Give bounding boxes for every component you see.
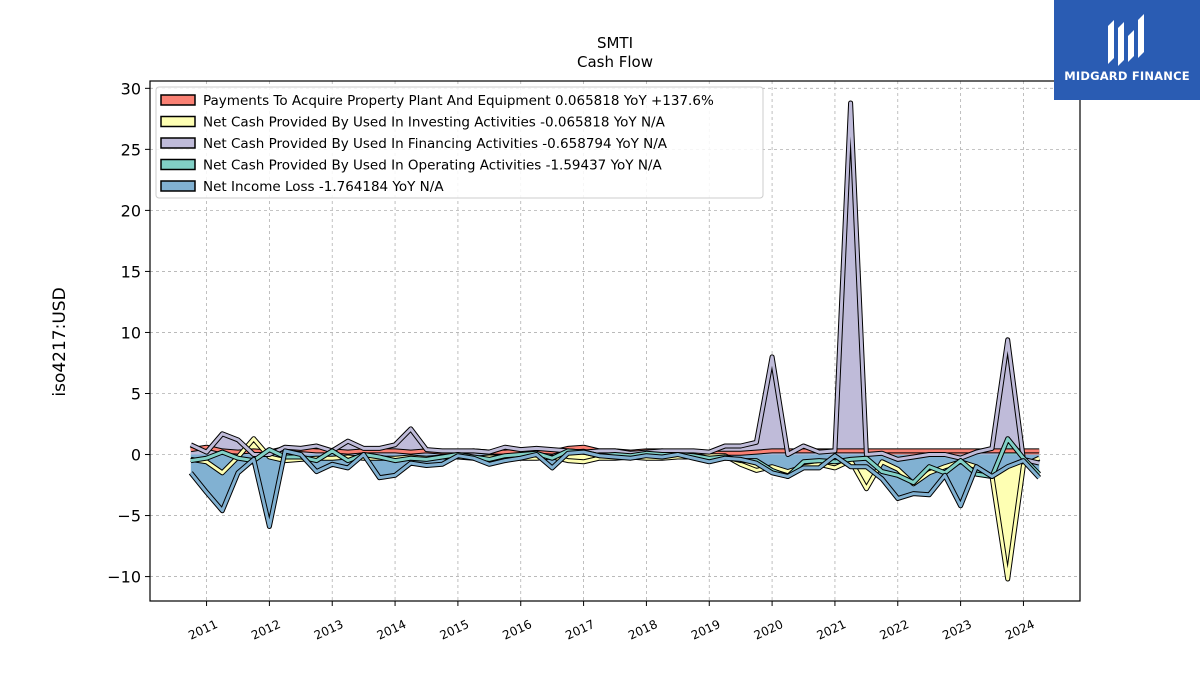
chart-title: SMTI — [597, 34, 633, 52]
x-tick-label: 2024 — [1003, 617, 1037, 643]
x-tick-label: 2019 — [689, 617, 723, 643]
legend-entry: Net Cash Provided By Used In Financing A… — [203, 136, 668, 152]
x-axis: 2011 2012 2013 2014 2015 2016 2017 2018 2019 2020… — [186, 601, 1037, 643]
x-tick-label: 2014 — [375, 617, 409, 643]
legend-entry: Net Cash Provided By Used In Operating A… — [203, 158, 662, 174]
y-tick-label: 5 — [131, 384, 141, 403]
x-tick-label: 2011 — [186, 617, 220, 643]
legend-entry: Net Income Loss -1.764184 YoY N/A — [203, 179, 444, 195]
midgard-logo-icon — [1108, 14, 1144, 66]
plot-frame — [149, 80, 1081, 602]
y-axis: −10 −5 0 5 10 15 20 25 30 — [107, 79, 150, 587]
x-tick-label: 2015 — [438, 617, 472, 643]
y-tick-label: 20 — [121, 201, 141, 220]
series-line — [189, 449, 1041, 528]
brand-name: MIDGARD FINANCE — [1064, 69, 1190, 83]
y-tick-label: 30 — [121, 79, 141, 98]
y-tick-label: 0 — [131, 446, 141, 465]
y-tick-label: −10 — [107, 568, 141, 587]
brand-logo: MIDGARD FINANCE — [1054, 0, 1200, 100]
x-tick-label: 2023 — [940, 617, 974, 643]
legend-swatch — [160, 115, 196, 128]
y-tick-label: 15 — [121, 262, 141, 281]
legend-swatch — [160, 158, 196, 171]
x-tick-label: 2013 — [312, 617, 346, 643]
x-tick-label: 2012 — [249, 617, 283, 643]
x-tick-label: 2021 — [815, 617, 849, 643]
legend-swatch — [160, 180, 196, 192]
x-tick-label: 2018 — [626, 617, 660, 643]
y-tick-label: −5 — [117, 507, 141, 526]
series-lines — [188, 100, 1042, 582]
legend: Payments To Acquire Property Plant And E… — [155, 86, 764, 199]
legend-box — [155, 86, 764, 199]
chart-subtitle: Cash Flow — [577, 53, 653, 71]
x-tick-label: 2017 — [563, 617, 597, 643]
y-axis-label: iso4217:USD — [50, 287, 70, 396]
y-tick-label: 10 — [121, 323, 141, 342]
x-tick-label: 2016 — [500, 617, 534, 643]
legend-entry: Net Cash Provided By Used In Investing A… — [203, 115, 666, 131]
x-tick-label: 2020 — [752, 617, 786, 643]
legend-entry: Payments To Acquire Property Plant And E… — [203, 93, 714, 109]
y-tick-label: 25 — [121, 140, 141, 159]
legend-swatch — [160, 94, 196, 106]
legend-swatch — [160, 137, 196, 149]
x-tick-label: 2022 — [877, 617, 911, 643]
